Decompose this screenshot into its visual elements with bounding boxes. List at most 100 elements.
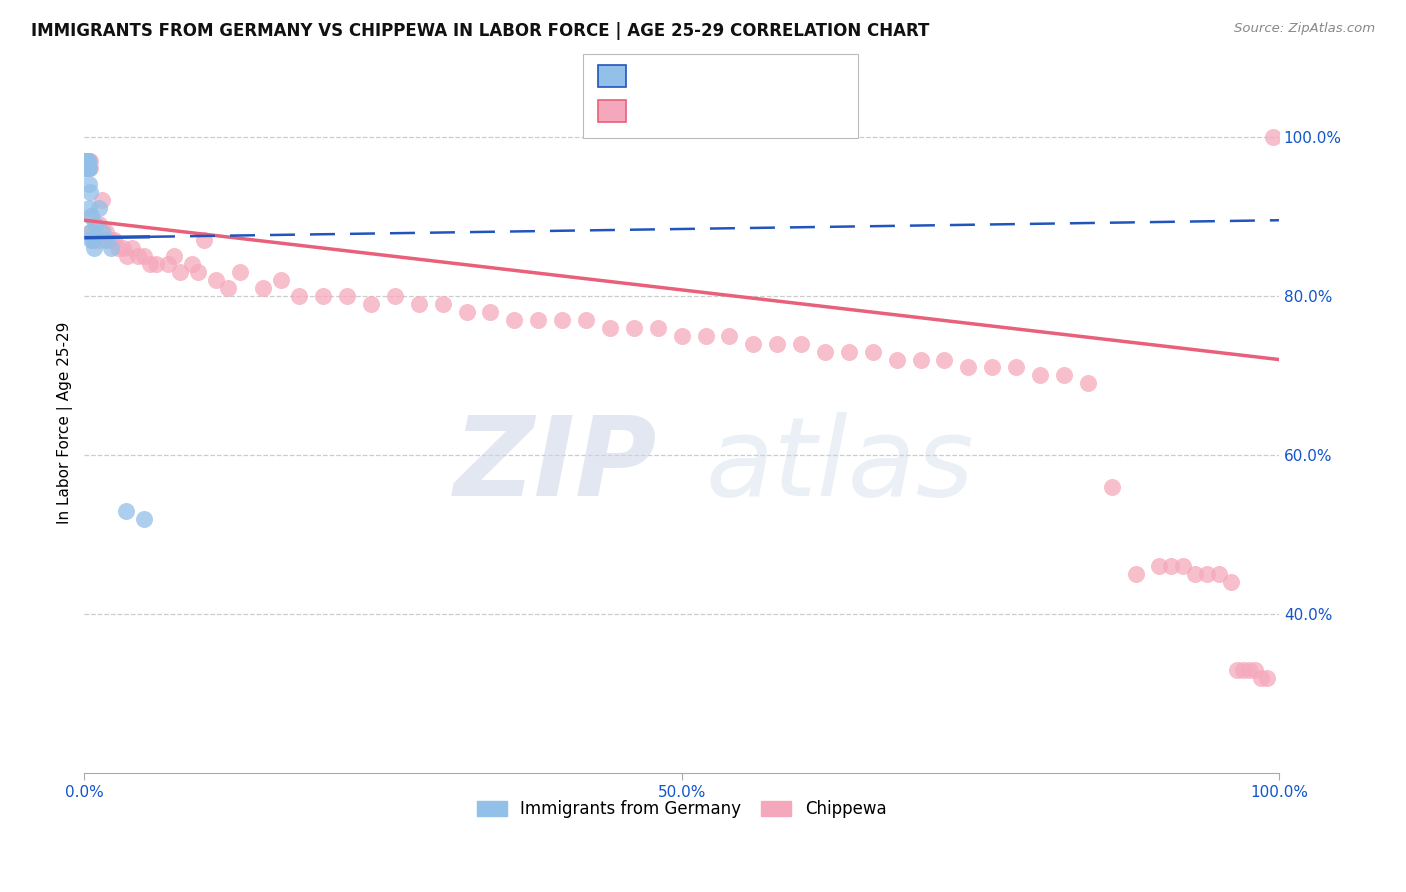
Point bbox=[163, 249, 186, 263]
Point bbox=[117, 249, 139, 263]
Point bbox=[79, 153, 101, 168]
Point bbox=[94, 225, 117, 239]
Point bbox=[288, 289, 311, 303]
Point bbox=[1220, 575, 1243, 590]
Point bbox=[80, 225, 103, 239]
Point bbox=[91, 194, 114, 208]
Point bbox=[73, 161, 96, 176]
Point bbox=[75, 153, 97, 168]
Point bbox=[91, 225, 114, 239]
Point bbox=[360, 297, 382, 311]
Point bbox=[127, 249, 149, 263]
Point bbox=[599, 320, 621, 334]
Text: R = -0.319   N = 97: R = -0.319 N = 97 bbox=[631, 99, 794, 117]
Point bbox=[886, 352, 908, 367]
Text: R =  0.023   N = 30: R = 0.023 N = 30 bbox=[631, 64, 794, 82]
Point bbox=[76, 161, 98, 176]
Point bbox=[76, 153, 98, 168]
Point bbox=[270, 273, 292, 287]
Point bbox=[1244, 663, 1267, 677]
Point bbox=[80, 233, 103, 247]
Point bbox=[100, 233, 122, 247]
Point bbox=[790, 336, 813, 351]
Point bbox=[1250, 671, 1272, 685]
Point bbox=[623, 320, 645, 334]
Point bbox=[862, 344, 884, 359]
Point bbox=[77, 161, 100, 176]
Point bbox=[83, 241, 105, 255]
Y-axis label: In Labor Force | Age 25-29: In Labor Force | Age 25-29 bbox=[58, 322, 73, 524]
Point bbox=[111, 241, 134, 255]
Point bbox=[84, 217, 107, 231]
Point bbox=[934, 352, 956, 367]
Point bbox=[76, 153, 98, 168]
Point bbox=[75, 161, 97, 176]
Point bbox=[1208, 567, 1230, 582]
Point bbox=[766, 336, 789, 351]
Point bbox=[132, 249, 155, 263]
Point bbox=[76, 153, 98, 168]
Point bbox=[1125, 567, 1147, 582]
Point bbox=[93, 225, 115, 239]
Point bbox=[981, 360, 1004, 375]
Point bbox=[252, 281, 274, 295]
Point bbox=[695, 328, 717, 343]
Point bbox=[89, 233, 111, 247]
Point bbox=[139, 257, 162, 271]
Point bbox=[100, 241, 122, 255]
Point bbox=[671, 328, 693, 343]
Point bbox=[79, 186, 101, 200]
Point bbox=[193, 233, 215, 247]
Point bbox=[718, 328, 741, 343]
Point bbox=[107, 241, 129, 255]
Point bbox=[187, 265, 209, 279]
Point bbox=[97, 233, 120, 247]
Point bbox=[1029, 368, 1052, 383]
Point bbox=[80, 209, 103, 223]
Point bbox=[73, 153, 96, 168]
Point bbox=[479, 305, 502, 319]
Point bbox=[87, 202, 110, 216]
Point bbox=[1232, 663, 1254, 677]
Point bbox=[503, 312, 526, 326]
Point bbox=[76, 161, 98, 176]
Point bbox=[456, 305, 478, 319]
Point bbox=[75, 161, 97, 176]
Point bbox=[77, 153, 100, 168]
Point bbox=[115, 504, 138, 518]
Point bbox=[77, 178, 100, 192]
Point bbox=[75, 153, 97, 168]
Point bbox=[1184, 567, 1206, 582]
Point bbox=[103, 233, 125, 247]
Point bbox=[77, 161, 100, 176]
Text: IMMIGRANTS FROM GERMANY VS CHIPPEWA IN LABOR FORCE | AGE 25-29 CORRELATION CHART: IMMIGRANTS FROM GERMANY VS CHIPPEWA IN L… bbox=[31, 22, 929, 40]
Point bbox=[527, 312, 550, 326]
Point bbox=[1197, 567, 1219, 582]
Point bbox=[82, 233, 104, 247]
Text: ZIP: ZIP bbox=[454, 412, 658, 519]
Point bbox=[77, 153, 100, 168]
Point bbox=[312, 289, 335, 303]
Point bbox=[432, 297, 454, 311]
Point bbox=[80, 209, 103, 223]
Point bbox=[76, 161, 98, 176]
Point bbox=[77, 153, 100, 168]
Text: atlas: atlas bbox=[706, 412, 974, 519]
Point bbox=[82, 233, 104, 247]
Point bbox=[336, 289, 359, 303]
Legend: Immigrants from Germany, Chippewa: Immigrants from Germany, Chippewa bbox=[470, 793, 893, 824]
Point bbox=[77, 202, 100, 216]
Point bbox=[1101, 480, 1123, 494]
Point bbox=[957, 360, 980, 375]
Point bbox=[169, 265, 191, 279]
Point bbox=[1053, 368, 1076, 383]
Point bbox=[79, 161, 101, 176]
Point bbox=[87, 217, 110, 231]
Point bbox=[1256, 671, 1278, 685]
Point bbox=[77, 161, 100, 176]
Point bbox=[1149, 559, 1171, 574]
Point bbox=[180, 257, 202, 271]
Point bbox=[75, 153, 97, 168]
Point bbox=[742, 336, 765, 351]
Point bbox=[204, 273, 226, 287]
